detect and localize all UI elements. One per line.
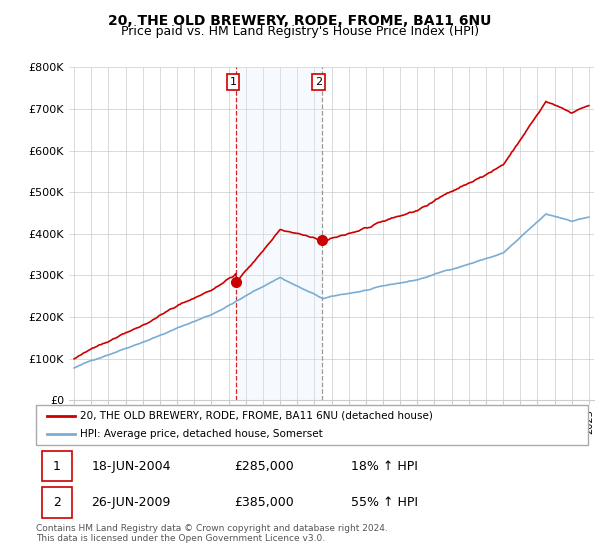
Text: 2: 2	[53, 496, 61, 509]
Text: HPI: Average price, detached house, Somerset: HPI: Average price, detached house, Some…	[80, 430, 323, 439]
Text: 20, THE OLD BREWERY, RODE, FROME, BA11 6NU (detached house): 20, THE OLD BREWERY, RODE, FROME, BA11 6…	[80, 411, 433, 421]
Text: 2: 2	[315, 77, 322, 87]
Bar	[41, 451, 72, 482]
Text: £285,000: £285,000	[235, 460, 295, 473]
Text: 26-JUN-2009: 26-JUN-2009	[91, 496, 170, 509]
Text: Contains HM Land Registry data © Crown copyright and database right 2024.
This d: Contains HM Land Registry data © Crown c…	[36, 524, 388, 543]
Text: 55% ↑ HPI: 55% ↑ HPI	[350, 496, 418, 509]
Text: Price paid vs. HM Land Registry's House Price Index (HPI): Price paid vs. HM Land Registry's House …	[121, 25, 479, 38]
Bar	[236, 67, 322, 400]
Bar	[41, 487, 72, 518]
Text: 18% ↑ HPI: 18% ↑ HPI	[350, 460, 418, 473]
Text: 18-JUN-2004: 18-JUN-2004	[91, 460, 170, 473]
Text: £385,000: £385,000	[235, 496, 295, 509]
Text: 1: 1	[53, 460, 61, 473]
Text: 1: 1	[229, 77, 236, 87]
Text: 20, THE OLD BREWERY, RODE, FROME, BA11 6NU: 20, THE OLD BREWERY, RODE, FROME, BA11 6…	[109, 14, 491, 28]
